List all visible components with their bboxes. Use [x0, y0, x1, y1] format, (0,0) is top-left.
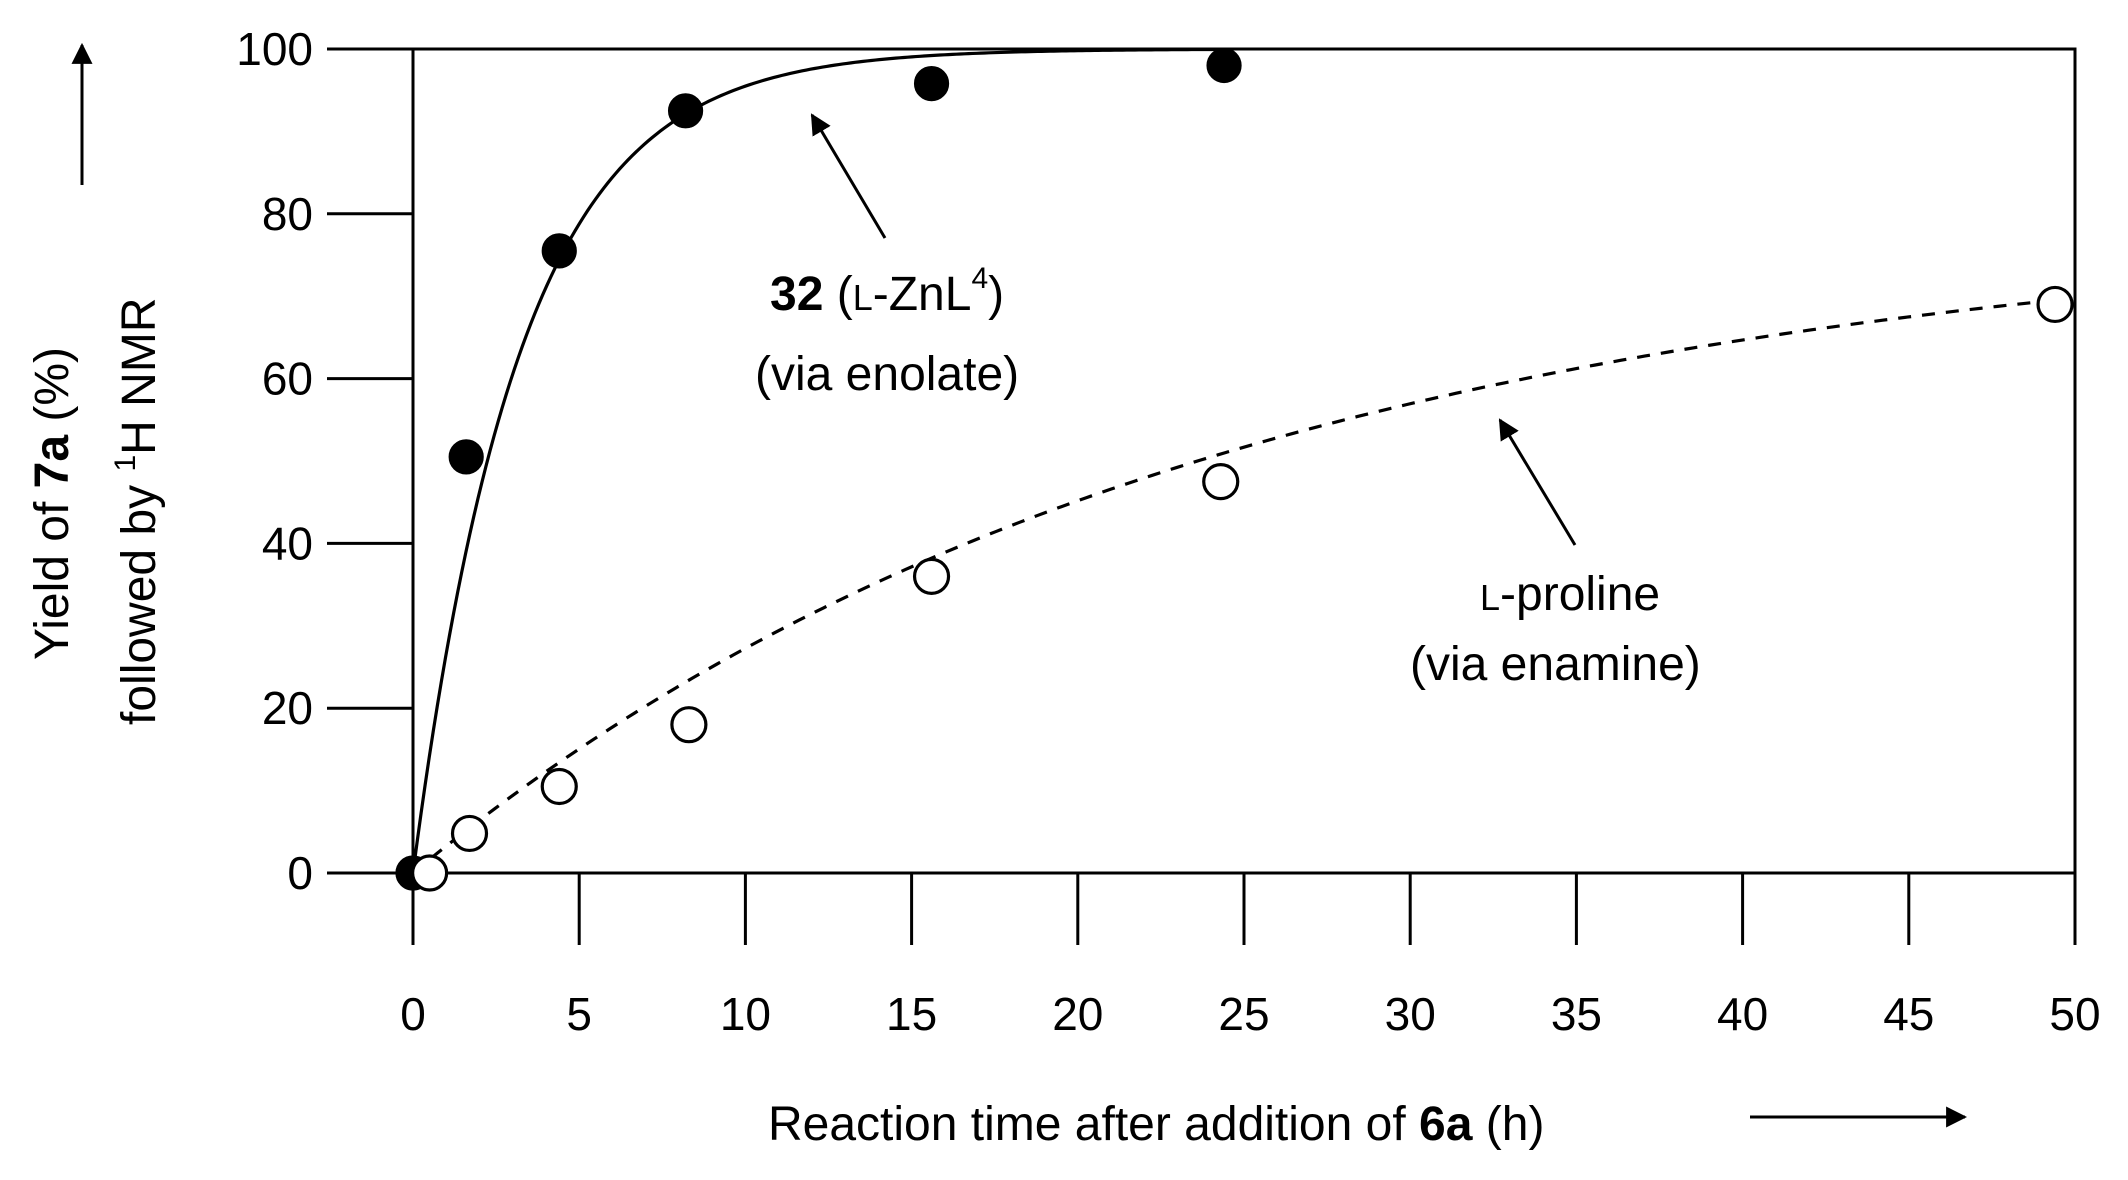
y-axis-label-line2: followed by 1H NMR: [109, 298, 166, 725]
annotation-enamine-arrow: [1498, 418, 1577, 546]
y-axis-label-line2-post: H NMR: [113, 298, 166, 455]
y-tick-label-40: 40: [262, 517, 313, 569]
enamine-point-1: [450, 814, 489, 853]
y-axis-label-line2-pre: followed by: [113, 472, 166, 725]
y-axis-label-line1: Yield of 7a (%): [26, 347, 79, 660]
annotation-enolate-open: (: [823, 268, 852, 321]
fit-curve-series-0: [411, 47, 1225, 874]
annotation-enolate-mid: -ZnL: [873, 268, 972, 321]
x-axis-label-post: (h): [1472, 1098, 1544, 1151]
annotation-enolate-bold: 32: [770, 268, 823, 321]
enamine-point-0: [411, 854, 449, 892]
tick-labels: 0 5 10 15 20 25 30 35 40 45 50 0 20 40 60 80 100: [236, 23, 2100, 1040]
annotation-enolate-line1: 32 (L-ZnL4): [770, 262, 1004, 321]
annotation-enamine-sc: L: [1480, 577, 1500, 618]
x-axis-label-bold: 6a: [1419, 1098, 1473, 1151]
x-tick-label-30: 30: [1385, 988, 1436, 1040]
x-tick-label-0: 0: [400, 988, 426, 1040]
enamine-point-6: [2036, 285, 2074, 324]
enolate-point-5: [1206, 47, 1242, 84]
x-tick-label-50: 50: [2049, 988, 2100, 1040]
enamine-point-4: [912, 557, 951, 595]
enamine-point-2: [540, 767, 578, 806]
annotation-enamine-line1: L-proline: [1480, 568, 1660, 621]
enolate-point-2: [541, 233, 577, 269]
data-points: [395, 47, 2074, 892]
annotation-enolate-sup: 4: [971, 262, 988, 295]
x-tick-label-15: 15: [886, 988, 937, 1040]
annotation-enolate-sc: L: [853, 277, 873, 318]
y-axis-label-line1-pre: Yield of: [26, 488, 79, 660]
enolate-point-3: [667, 93, 704, 129]
annotation-enamine-rest: -proline: [1500, 568, 1660, 621]
enamine-point-5: [1202, 463, 1240, 501]
annotation-enamine-line2: (via enamine): [1410, 638, 1701, 691]
enolate-point-1: [448, 439, 484, 475]
fit-curves: [411, 47, 2056, 875]
y-tick-label-100: 100: [236, 23, 313, 75]
enolate-point-4: [913, 66, 950, 102]
annotation-enolate-arrow: [810, 113, 887, 239]
y-tick-label-20: 20: [262, 682, 313, 734]
annotation-enolate-line2: (via enolate): [755, 348, 1019, 401]
fit-curve-series-1: [411, 298, 2056, 875]
y-tick-label-60: 60: [262, 353, 313, 405]
annotation-enolate-close: ): [988, 268, 1004, 321]
x-axis-label: Reaction time after addition of 6a (h): [768, 1098, 1544, 1151]
x-tick-label-40: 40: [1717, 988, 1768, 1040]
y-axis-label-line1-post: (%): [26, 347, 79, 435]
x-tick-label-5: 5: [566, 988, 592, 1040]
x-tick-label-20: 20: [1052, 988, 1103, 1040]
x-tick-label-45: 45: [1883, 988, 1934, 1040]
y-axis-label-line2-sup: 1: [109, 455, 142, 472]
x-tick-label-25: 25: [1218, 988, 1269, 1040]
x-tick-label-10: 10: [720, 988, 771, 1040]
enamine-point-3: [670, 706, 708, 744]
y-tick-label-80: 80: [262, 188, 313, 240]
x-tick-label-35: 35: [1551, 988, 1602, 1040]
x-axis-label-pre: Reaction time after addition of: [768, 1098, 1419, 1151]
y-tick-label-0: 0: [287, 847, 313, 899]
y-axis-label-line1-bold: 7a: [26, 435, 79, 489]
plot-frame: [411, 47, 2077, 875]
axis-ticks: [327, 47, 2077, 945]
